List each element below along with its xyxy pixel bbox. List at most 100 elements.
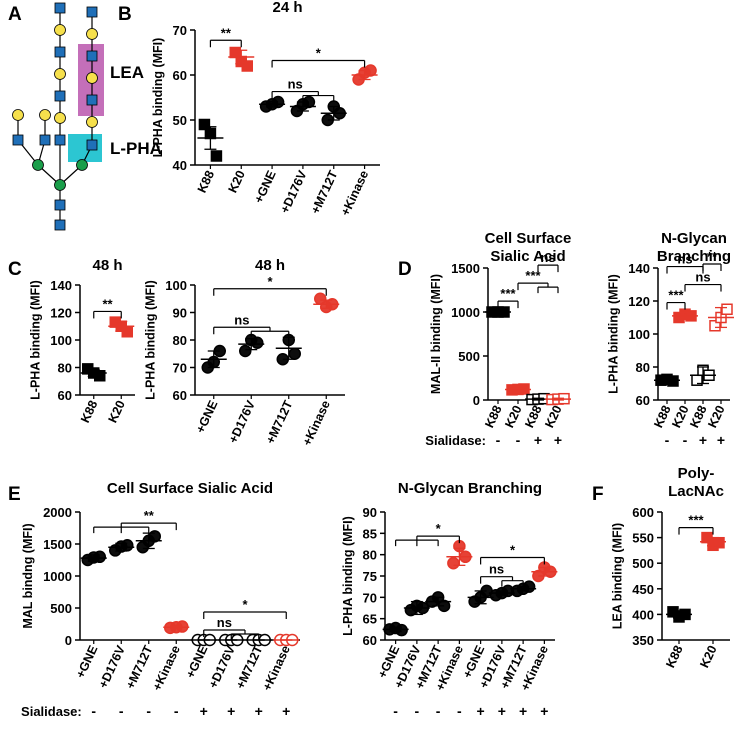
- y-tick-label: 60: [363, 633, 377, 648]
- row-value: +: [227, 703, 235, 719]
- significance-label: **: [707, 249, 718, 264]
- y-axis-label: L-PHA binding (MFI): [341, 516, 355, 636]
- y-tick-label: 50: [173, 113, 187, 128]
- error-bar: [697, 366, 709, 385]
- galactose: [86, 116, 98, 128]
- panel-letter: F: [592, 484, 604, 505]
- significance-label: ns: [489, 562, 504, 577]
- data-point: [447, 556, 460, 570]
- significance-label: ns: [540, 250, 555, 265]
- mannose: [32, 159, 44, 171]
- error-bar: [320, 299, 333, 310]
- x-tick-label: +D176V: [278, 168, 310, 216]
- y-tick-label: 60: [636, 393, 650, 408]
- row-label: Sialidase:: [21, 704, 82, 719]
- glcnac: [12, 134, 24, 146]
- significance-bracket: ns: [666, 252, 704, 274]
- x-tick-label: K88: [522, 403, 544, 430]
- y-tick-label: 70: [173, 23, 187, 38]
- error-bar: [512, 387, 524, 391]
- significance-label: ns: [217, 615, 232, 630]
- galactose: [86, 72, 98, 84]
- glcnac: [54, 199, 66, 211]
- error-bar: [296, 101, 309, 112]
- panel-letter: D: [398, 259, 412, 280]
- x-tick-label: +D176V: [226, 398, 258, 446]
- x-tick-label: K20: [669, 403, 691, 430]
- y-tick-label: 85: [363, 526, 377, 541]
- row-value: +: [540, 703, 548, 719]
- y-tick-label: 80: [363, 548, 377, 563]
- significance-label: **: [144, 508, 155, 523]
- mannose: [54, 179, 66, 191]
- x-tick-label: K20: [705, 403, 727, 430]
- galactose: [54, 24, 66, 36]
- row-value: +: [477, 703, 485, 719]
- error-bar: [495, 590, 508, 596]
- glcnac: [54, 134, 66, 146]
- significance-label: *: [316, 46, 322, 61]
- error-bar: [245, 337, 258, 351]
- row-value: -: [393, 703, 398, 719]
- dot-plot: 60 80 100 120 140 L-PHA binding (MFI) N-Glycan…: [607, 230, 734, 448]
- x-tick-label: +GNE: [73, 643, 100, 680]
- y-tick-label: 600: [632, 505, 654, 520]
- significance-label: ***: [525, 268, 541, 283]
- y-tick-label: 100: [50, 333, 72, 348]
- y-tick-label: 1500: [43, 537, 72, 552]
- error-bar: [204, 126, 217, 150]
- x-tick-label: K20: [542, 403, 564, 430]
- panel-letter: B: [118, 4, 132, 25]
- chart-title: LacNAc: [668, 483, 724, 500]
- data-point: [210, 150, 223, 162]
- y-tick-label: 500: [50, 601, 72, 616]
- error-bar: [432, 596, 445, 607]
- error-bar: [453, 547, 466, 566]
- significance-bracket: ns: [684, 270, 722, 292]
- significance-bracket: ***: [497, 286, 519, 309]
- chart-title: Poly-: [678, 465, 715, 482]
- significance-bracket: **: [702, 249, 722, 271]
- y-tick-label: 80: [58, 361, 72, 376]
- y-axis-label: MAL bindng (MFI): [21, 523, 35, 628]
- row-value: +: [717, 432, 725, 448]
- significance-bracket: *: [395, 521, 460, 547]
- row-value: -: [496, 432, 501, 448]
- y-tick-label: 65: [363, 612, 377, 627]
- significance-bracket: ns: [537, 250, 559, 273]
- chart-title: N-Glycan: [661, 230, 727, 247]
- row-value: -: [146, 703, 151, 719]
- y-axis-label: L-PHA binding (MFI): [29, 280, 43, 400]
- y-tick-label: 1500: [451, 261, 480, 276]
- panel-letter: E: [8, 484, 21, 505]
- y-axis-label: MAL-II binding (MFI): [429, 274, 443, 394]
- y-tick-label: 100: [628, 327, 650, 342]
- significance-bracket: *: [271, 46, 366, 68]
- dot-plot: 60 80 100 120 140 L-PHA binding (MFI) 48 h K88 K…: [29, 257, 135, 425]
- significance-bracket: ns: [271, 77, 335, 102]
- row-value: -: [436, 703, 441, 719]
- glcnac: [86, 50, 98, 62]
- glcnac: [86, 6, 98, 18]
- error-bar: [358, 69, 371, 81]
- x-tick-label: +M712T: [263, 398, 295, 446]
- x-tick-label: +GNE: [183, 643, 210, 680]
- significance-label: *: [436, 521, 442, 536]
- error-bar: [87, 368, 100, 378]
- glcnac: [54, 2, 66, 14]
- y-tick-label: 60: [173, 68, 187, 83]
- row-value: +: [200, 703, 208, 719]
- x-tick-label: +GNE: [193, 398, 220, 435]
- significance-bracket: ns: [203, 615, 260, 640]
- y-tick-label: 1000: [451, 305, 480, 320]
- row-value: -: [91, 703, 96, 719]
- significance-bracket: ***: [666, 288, 686, 310]
- glcnac: [54, 219, 66, 231]
- significance-label: *: [242, 597, 248, 612]
- y-tick-label: 70: [173, 361, 187, 376]
- y-tick-label: 80: [636, 360, 650, 375]
- y-tick-label: 400: [632, 607, 654, 622]
- glcnac: [54, 90, 66, 102]
- row-value: -: [665, 432, 670, 448]
- y-tick-label: 500: [458, 349, 480, 364]
